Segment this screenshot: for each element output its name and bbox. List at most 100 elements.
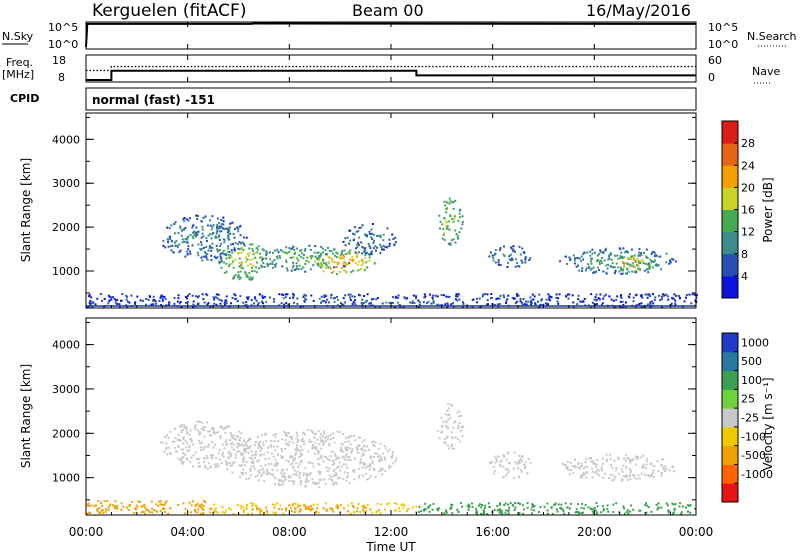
velocity-cell	[323, 433, 326, 436]
power-cell	[582, 258, 585, 261]
power-cell	[445, 211, 448, 214]
velocity-cell	[656, 508, 659, 511]
velocity-cell	[668, 510, 671, 513]
velocity-cell	[180, 456, 183, 459]
velocity-cell	[441, 425, 444, 427]
velocity-cell	[221, 452, 224, 454]
power-cell	[321, 259, 324, 262]
velocity-cell	[629, 471, 632, 474]
velocity-cell	[296, 470, 299, 473]
velocity-cell	[392, 462, 395, 465]
velocity-cell	[279, 504, 282, 507]
power-cell	[91, 301, 94, 304]
velocity-cell	[270, 440, 272, 443]
velocity-cell	[353, 511, 356, 514]
velocity-cell	[353, 468, 356, 471]
velocity-cell	[281, 455, 284, 458]
velocity-cell	[356, 507, 359, 510]
power-cell	[635, 293, 638, 296]
power-cell	[617, 266, 620, 269]
power-cell	[478, 297, 481, 300]
velocity-cell	[179, 426, 182, 429]
power-cell	[621, 300, 624, 303]
power-cell	[347, 293, 350, 296]
velocity-cell	[243, 449, 246, 452]
velocity-cell	[240, 464, 243, 467]
velocity-cell	[302, 432, 304, 435]
power-cell	[514, 265, 517, 268]
power-cell	[234, 258, 237, 261]
power-cell	[518, 245, 521, 248]
power-cell	[671, 258, 674, 260]
power-cell	[215, 244, 218, 247]
power-cell	[358, 251, 360, 254]
velocity-colorbar-tick-label: -500	[741, 449, 766, 462]
power-cell	[210, 237, 213, 240]
velocity-cell	[201, 421, 204, 424]
power-cell	[397, 294, 400, 297]
power-cell	[339, 270, 341, 273]
velocity-cell	[454, 420, 457, 423]
sky-right-tick-top: 10^5	[708, 21, 738, 34]
velocity-cell	[242, 461, 245, 463]
power-cell	[660, 268, 662, 271]
power-cell	[648, 267, 651, 270]
power-cell	[240, 261, 243, 264]
velocity-cell	[230, 433, 233, 436]
velocity-cell	[237, 435, 239, 438]
velocity-cell	[295, 474, 298, 477]
power-cell	[599, 251, 602, 254]
velocity-cell	[356, 451, 359, 454]
velocity-cell	[694, 508, 697, 510]
velocity-cell	[254, 450, 257, 453]
power-cell	[312, 299, 315, 302]
velocity-cell	[236, 443, 239, 446]
power-cell	[237, 247, 240, 250]
power-cell	[571, 294, 574, 297]
power-cell	[339, 257, 342, 260]
velocity-cell	[349, 459, 352, 462]
velocity-cell	[254, 456, 257, 459]
power-cell	[531, 293, 534, 296]
power-cell	[211, 246, 214, 249]
power-cell	[263, 295, 266, 298]
velocity-cell	[630, 504, 633, 507]
velocity-cell	[151, 511, 154, 514]
velocity-cell	[250, 465, 253, 468]
power-cell	[201, 259, 204, 262]
power-cell	[403, 296, 406, 299]
power-cell	[216, 230, 219, 233]
velocity-cell	[246, 444, 248, 447]
power-cell	[601, 256, 603, 259]
power-cell	[203, 301, 206, 304]
velocity-cell	[285, 507, 288, 510]
velocity-cell	[447, 418, 450, 421]
velocity-cell	[184, 453, 187, 456]
velocity-cell	[384, 470, 387, 472]
power-cell	[292, 256, 295, 259]
power-cell	[261, 257, 264, 260]
power-cell	[220, 266, 223, 269]
velocity-cell	[379, 467, 382, 470]
power-cell	[512, 248, 515, 251]
power-cell	[273, 298, 276, 301]
velocity-cell	[247, 512, 250, 515]
velocity-cell	[344, 436, 347, 439]
power-cell	[314, 245, 317, 247]
velocity-cell	[315, 448, 318, 450]
power-cell	[293, 301, 296, 304]
velocity-cell	[372, 455, 375, 458]
velocity-cell	[580, 507, 583, 510]
power-cell	[491, 254, 494, 257]
sky-left-tick-top: 10^5	[48, 21, 78, 34]
velocity-cell	[402, 503, 405, 506]
velocity-cell	[360, 455, 363, 458]
power-cell	[622, 247, 625, 250]
power-cell	[596, 254, 599, 257]
power-cell	[392, 296, 394, 299]
power-cell	[211, 225, 214, 228]
power-cell	[456, 299, 459, 302]
power-cell	[355, 230, 358, 233]
velocity-cell	[371, 461, 374, 464]
power-cell	[566, 293, 569, 296]
